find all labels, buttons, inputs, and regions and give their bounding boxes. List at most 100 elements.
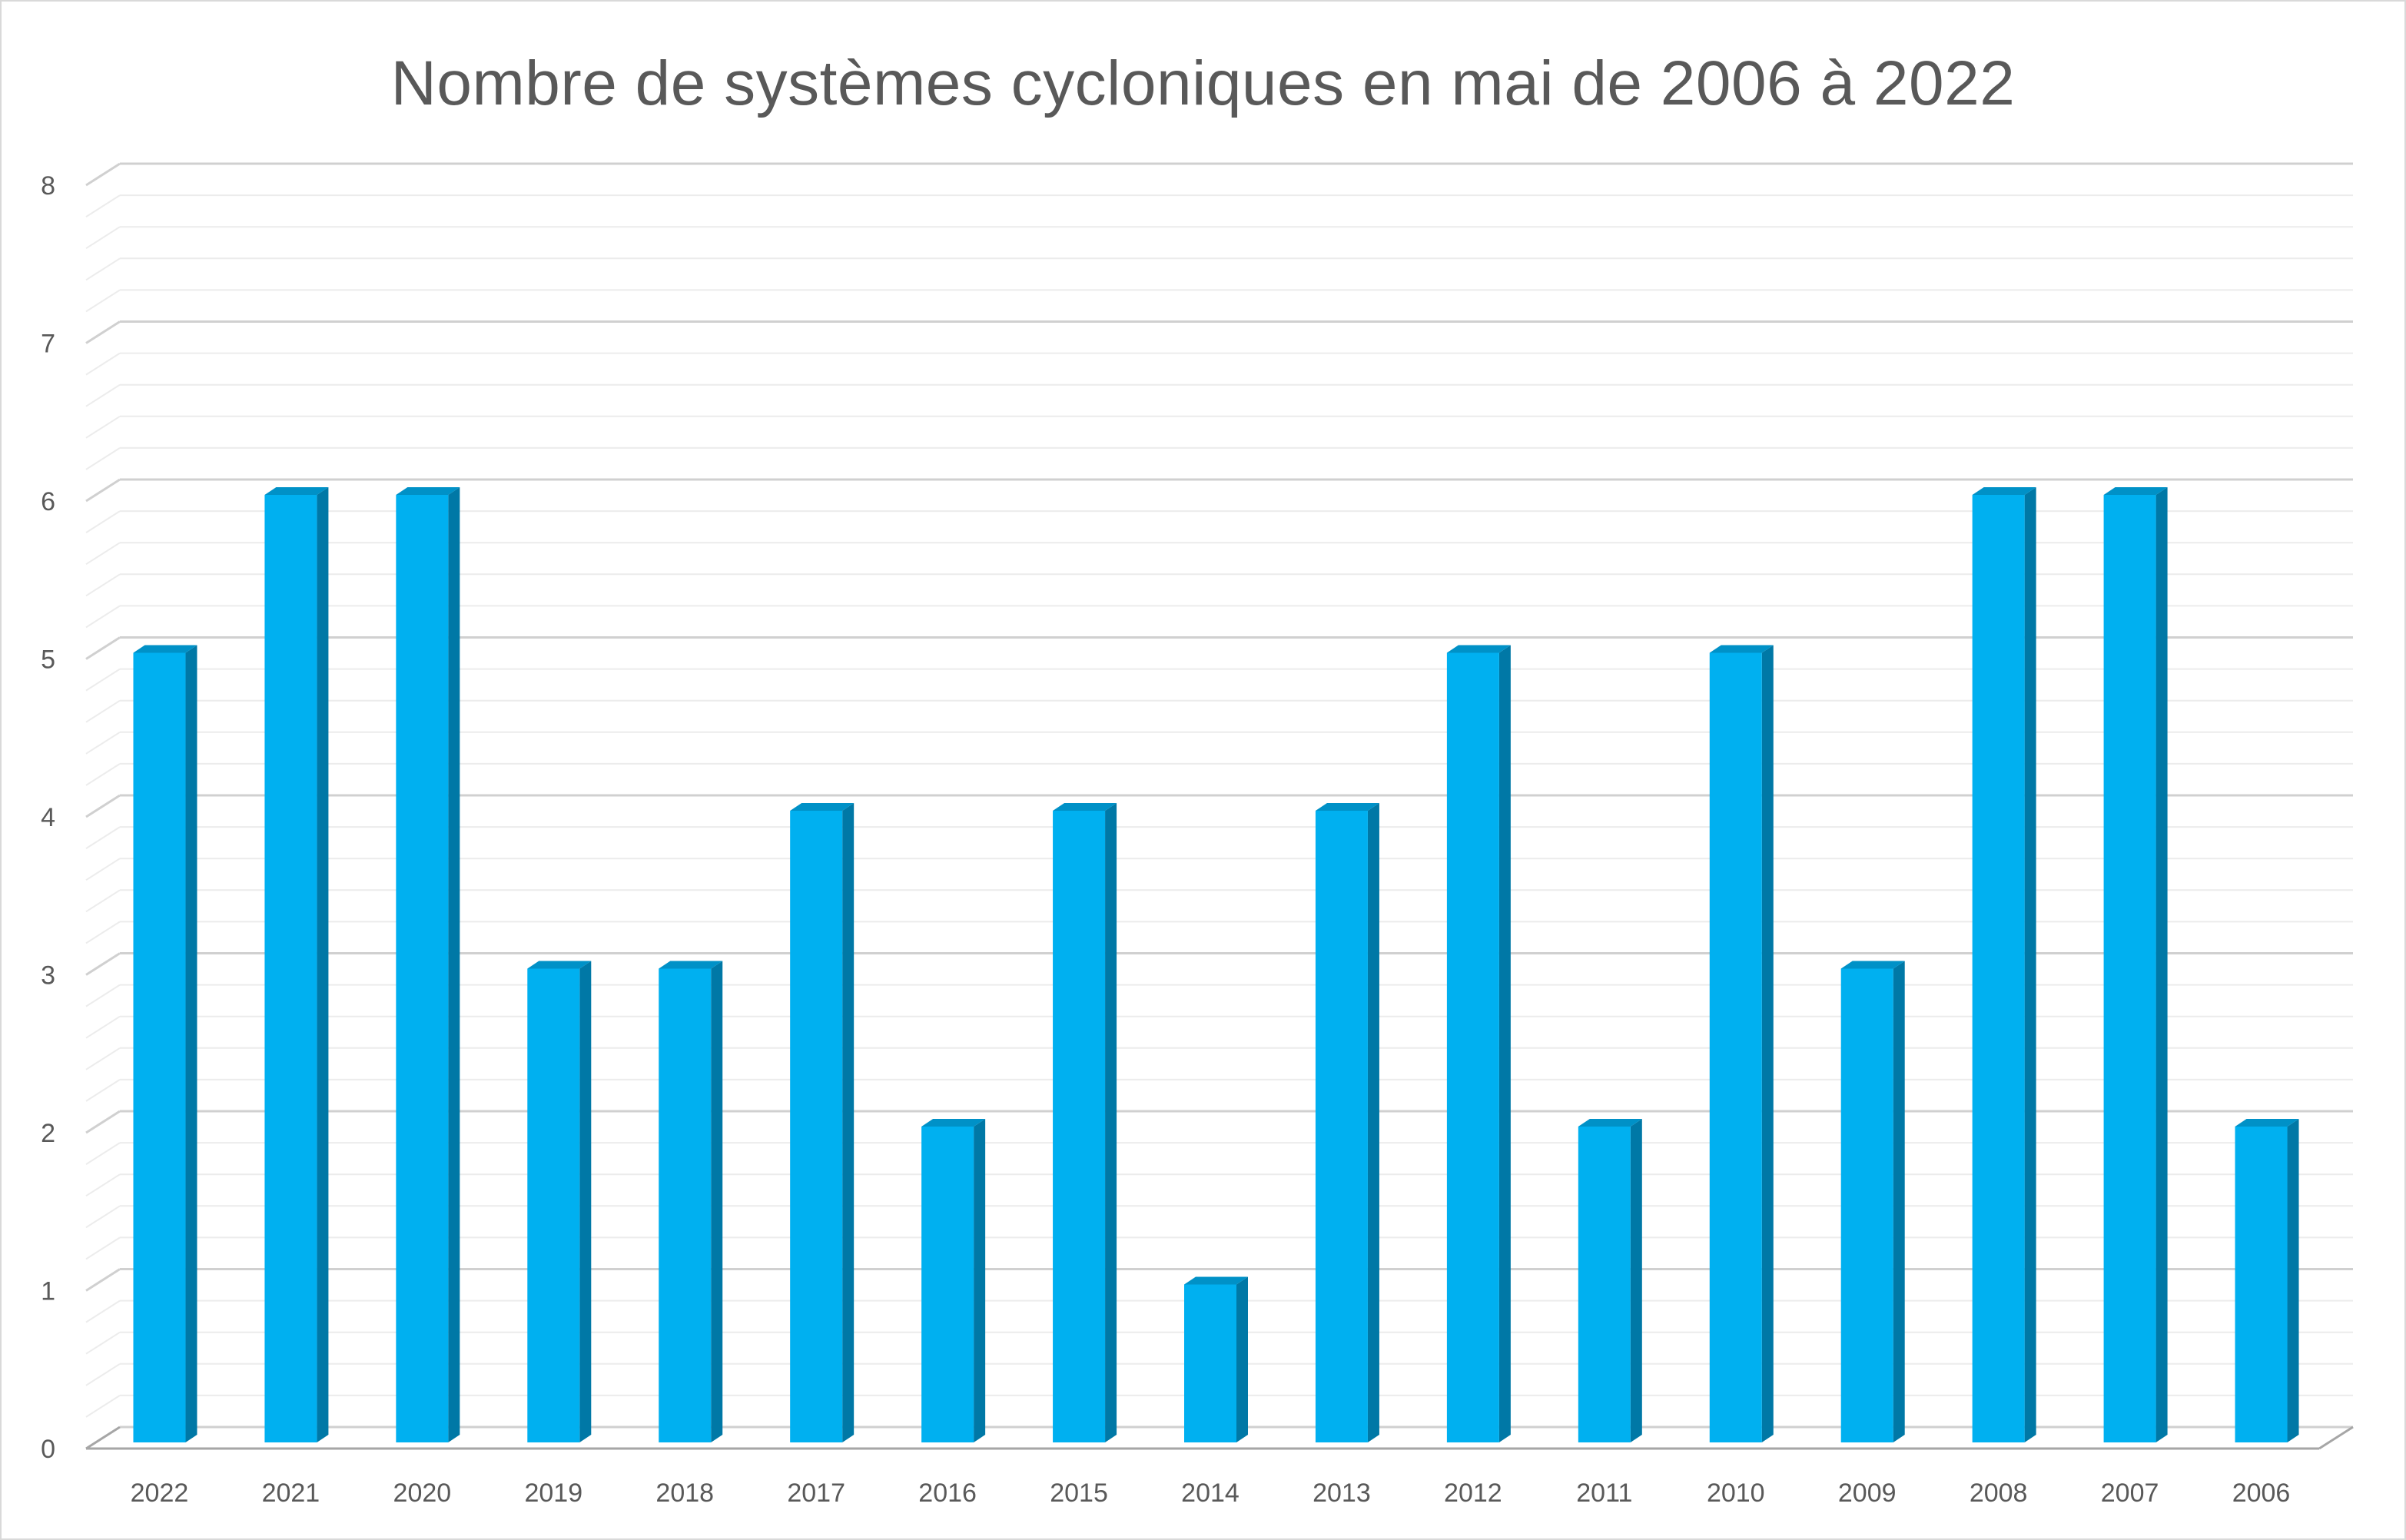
minor-gridline-side bbox=[85, 1331, 121, 1355]
major-gridline-side bbox=[85, 794, 121, 818]
bar-top-face bbox=[133, 645, 197, 653]
x-tick-label: 2020 bbox=[393, 1479, 452, 1508]
bar-front-face bbox=[1053, 811, 1106, 1442]
minor-gridline-side bbox=[85, 984, 121, 1007]
bar-side-face bbox=[711, 961, 723, 1442]
y-tick-label: 2 bbox=[41, 1119, 55, 1148]
major-gridline-side bbox=[85, 1110, 121, 1134]
bar-front-face bbox=[659, 968, 712, 1442]
bar-2022 bbox=[133, 645, 197, 1442]
bar-side-face bbox=[842, 803, 855, 1442]
bar-side-face bbox=[1367, 803, 1379, 1442]
bar-top-face bbox=[1578, 1119, 1642, 1127]
bar-top-face bbox=[1315, 803, 1379, 811]
bar-side-face bbox=[2024, 487, 2036, 1442]
y-tick-label: 8 bbox=[41, 171, 55, 201]
bar-side-face bbox=[2155, 487, 2168, 1442]
x-tick-label: 2015 bbox=[1050, 1479, 1108, 1508]
bar-front-face bbox=[2235, 1127, 2288, 1442]
bar-2010 bbox=[1709, 645, 1774, 1442]
x-tick-label: 2019 bbox=[524, 1479, 582, 1508]
x-tick-label: 2013 bbox=[1313, 1479, 1371, 1508]
bars bbox=[133, 487, 2299, 1442]
bar-top-face bbox=[527, 961, 592, 969]
x-tick-label: 2010 bbox=[1707, 1479, 1765, 1508]
bar-side-face bbox=[448, 487, 460, 1442]
minor-gridline-side bbox=[85, 352, 121, 376]
y-tick-label: 7 bbox=[41, 330, 55, 359]
bar-side-face bbox=[2287, 1119, 2299, 1442]
x-tick-label: 2007 bbox=[2101, 1479, 2159, 1508]
bar-top-face bbox=[1709, 645, 1774, 653]
bar-front-face bbox=[1709, 652, 1762, 1442]
x-tick-label: 2009 bbox=[1838, 1479, 1897, 1508]
bar-front-face bbox=[133, 652, 186, 1442]
minor-gridline-side bbox=[85, 415, 121, 439]
bar-side-face bbox=[1630, 1119, 1642, 1442]
minor-gridline-side bbox=[85, 763, 121, 786]
bar-top-face bbox=[2235, 1119, 2299, 1127]
bar-2011 bbox=[1578, 1119, 1642, 1442]
minor-gridline-side bbox=[85, 826, 121, 849]
bar-side-face bbox=[974, 1119, 986, 1442]
bar-top-face bbox=[1446, 645, 1511, 653]
bar-top-face bbox=[2103, 487, 2168, 495]
bar-side-face bbox=[579, 961, 592, 1442]
bar-front-face bbox=[2103, 495, 2156, 1442]
minor-gridline-side bbox=[85, 194, 121, 217]
bar-2018 bbox=[659, 961, 723, 1442]
major-gridline-side bbox=[85, 952, 121, 976]
minor-gridline-side bbox=[85, 1142, 121, 1165]
y-tick-label: 4 bbox=[41, 803, 55, 832]
bar-2013 bbox=[1315, 803, 1379, 1442]
major-gridline-side bbox=[85, 636, 121, 660]
bar-side-face bbox=[1236, 1276, 1248, 1442]
bar-top-face bbox=[921, 1119, 986, 1127]
bar-side-face bbox=[185, 645, 197, 1442]
bar-side-face bbox=[1105, 803, 1117, 1442]
x-tick-label: 2014 bbox=[1181, 1479, 1240, 1508]
bar-side-face bbox=[1761, 645, 1774, 1442]
bar-2012 bbox=[1446, 645, 1511, 1442]
x-tick-label: 2008 bbox=[1970, 1479, 2028, 1508]
bar-2016 bbox=[921, 1119, 986, 1442]
major-gridline-side bbox=[85, 1268, 121, 1292]
bar-front-face bbox=[1578, 1127, 1631, 1442]
bar-front-face bbox=[790, 811, 843, 1442]
minor-gridline-side bbox=[85, 605, 121, 629]
bar-top-face bbox=[1972, 487, 2036, 495]
minor-gridline-side bbox=[85, 542, 121, 566]
minor-gridline-side bbox=[85, 668, 121, 692]
minor-gridline-side bbox=[85, 731, 121, 755]
y-tick-label: 6 bbox=[41, 487, 55, 516]
minor-gridline-side bbox=[85, 447, 121, 470]
y-tick-label: 5 bbox=[41, 646, 55, 675]
x-tick-label: 2012 bbox=[1444, 1479, 1502, 1508]
minor-gridline-side bbox=[85, 573, 121, 597]
bar-2017 bbox=[790, 803, 855, 1442]
bar-top-face bbox=[1053, 803, 1117, 811]
bar-front-face bbox=[396, 495, 449, 1442]
bar-front-face bbox=[527, 968, 580, 1442]
bar-2020 bbox=[396, 487, 460, 1442]
bar-top-face bbox=[659, 961, 723, 969]
minor-gridline-side bbox=[85, 1362, 121, 1386]
floor-left-edge bbox=[85, 1425, 121, 1450]
bar-2015 bbox=[1053, 803, 1117, 1442]
minor-gridline-side bbox=[85, 383, 121, 407]
bar-top-face bbox=[264, 487, 329, 495]
minor-gridline-side bbox=[85, 289, 121, 313]
minor-gridline-side bbox=[85, 1047, 121, 1070]
bar-front-face bbox=[1972, 495, 2025, 1442]
bar-side-face bbox=[1893, 961, 1905, 1442]
x-axis-tick-labels: 2022 2021 2020 2019 2018 2017 2016 2015 2014 2013… bbox=[131, 1479, 2291, 1508]
minor-gridline-side bbox=[85, 1299, 121, 1323]
floor-right-edge bbox=[2318, 1425, 2354, 1450]
minor-gridline-side bbox=[85, 510, 121, 533]
x-tick-label: 2018 bbox=[655, 1479, 714, 1508]
bar-side-face bbox=[1498, 645, 1511, 1442]
major-gridline-side bbox=[85, 162, 121, 187]
minor-gridline-side bbox=[85, 1205, 121, 1229]
minor-gridline-side bbox=[85, 226, 121, 250]
